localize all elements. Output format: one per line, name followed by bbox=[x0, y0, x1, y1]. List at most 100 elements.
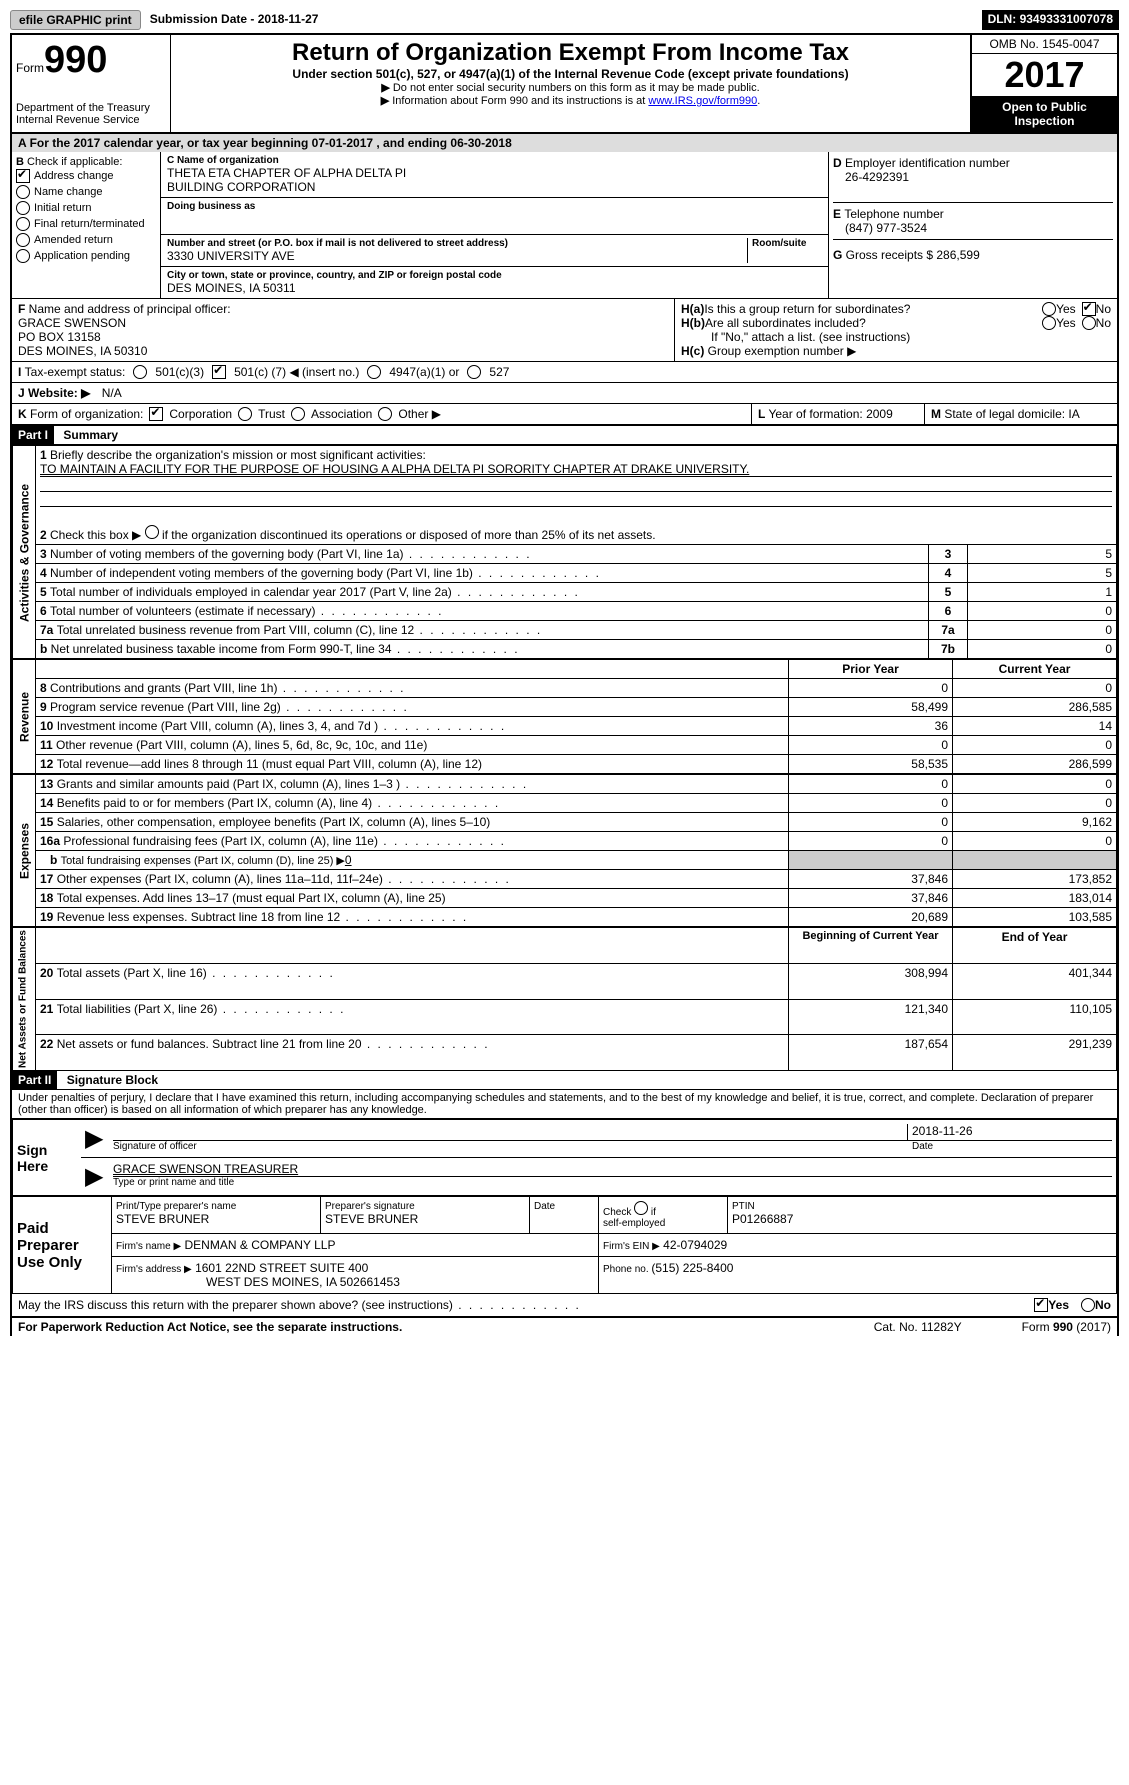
k-corp[interactable] bbox=[149, 407, 163, 421]
cb-name-change[interactable] bbox=[16, 185, 30, 199]
officer-addr2: DES MOINES, IA 50310 bbox=[18, 344, 668, 358]
cb-initial[interactable] bbox=[16, 201, 30, 215]
org-name1: THETA ETA CHAPTER OF ALPHA DELTA PI bbox=[167, 166, 822, 180]
room-label: Room/suite bbox=[752, 238, 822, 249]
note1: Do not enter social security numbers on … bbox=[393, 82, 760, 94]
ein: 26-4292391 bbox=[833, 170, 1113, 184]
i-501c3[interactable] bbox=[133, 365, 147, 379]
cb-amended[interactable] bbox=[16, 233, 30, 247]
city: DES MOINES, IA 50311 bbox=[167, 281, 822, 295]
k-trust[interactable] bbox=[238, 407, 252, 421]
website: N/A bbox=[102, 386, 122, 400]
print-label: Type or print name and title bbox=[113, 1177, 1112, 1188]
paid-preparer: Paid Preparer Use Only bbox=[13, 1197, 112, 1294]
l6-val: 0 bbox=[968, 602, 1117, 621]
discuss: May the IRS discuss this return with the… bbox=[18, 1298, 581, 1312]
l1-label: Briefly describe the organization's miss… bbox=[50, 448, 426, 462]
gross: 286,599 bbox=[936, 248, 979, 262]
j-label: Website: ▶ bbox=[28, 386, 90, 400]
k-other[interactable] bbox=[378, 407, 392, 421]
discuss-no[interactable] bbox=[1081, 1298, 1095, 1312]
ha-yes[interactable] bbox=[1042, 302, 1056, 316]
hc-label: Group exemption number ▶ bbox=[708, 344, 857, 358]
l16b: Total fundraising expenses (Part IX, col… bbox=[61, 855, 345, 867]
l3-text: Number of voting members of the governin… bbox=[50, 547, 532, 561]
i-label: Tax-exempt status: bbox=[25, 365, 126, 379]
l3-val: 5 bbox=[968, 545, 1117, 564]
efile-btn[interactable]: efile GRAPHIC print bbox=[10, 10, 141, 30]
cat-no: Cat. No. 11282Y bbox=[874, 1320, 962, 1334]
date-label: Date bbox=[908, 1141, 1112, 1152]
inspect2: Inspection bbox=[976, 114, 1113, 128]
mission: TO MAINTAIN A FACILITY FOR THE PURPOSE O… bbox=[40, 462, 1112, 477]
i-527[interactable] bbox=[467, 365, 481, 379]
cb-address-change[interactable] bbox=[16, 169, 30, 183]
dept2: Internal Revenue Service bbox=[16, 114, 166, 126]
ptin: P01266887 bbox=[732, 1212, 1112, 1226]
dept1: Department of the Treasury bbox=[16, 102, 166, 114]
cb-final[interactable] bbox=[16, 217, 30, 231]
year-formed: 2009 bbox=[866, 407, 893, 421]
i-501c[interactable] bbox=[212, 365, 226, 379]
domicile: IA bbox=[1068, 407, 1079, 421]
preparer-name: STEVE BRUNER bbox=[116, 1212, 316, 1226]
part2-hdr: Part II bbox=[12, 1071, 57, 1089]
l22: Net assets or fund balances. Subtract li… bbox=[57, 1037, 490, 1051]
l5-text: Total number of individuals employed in … bbox=[50, 585, 580, 599]
l2-check[interactable] bbox=[145, 525, 159, 539]
l4-text: Number of independent voting members of … bbox=[50, 566, 601, 580]
l-label: Year of formation: bbox=[768, 407, 866, 421]
k-assoc[interactable] bbox=[291, 407, 305, 421]
hb-note: If "No," attach a list. (see instruction… bbox=[681, 330, 1111, 344]
l12: Total revenue—add lines 8 through 11 (mu… bbox=[57, 757, 482, 771]
b-label: Check if applicable: bbox=[27, 156, 122, 168]
ein-label: Employer identification number bbox=[845, 156, 1010, 170]
l14: Benefits paid to or for members (Part IX… bbox=[57, 796, 500, 810]
hb-no[interactable] bbox=[1082, 316, 1096, 330]
ha-label: Is this a group return for subordinates? bbox=[704, 302, 1042, 316]
hb-label: Are all subordinates included? bbox=[705, 316, 1042, 330]
officer-print: GRACE SWENSON TREASURER bbox=[113, 1162, 1112, 1177]
part1-title: Summary bbox=[63, 428, 118, 442]
org-name2: BUILDING CORPORATION bbox=[167, 180, 822, 194]
gross-label: Gross receipts $ bbox=[846, 248, 937, 262]
l19: Revenue less expenses. Subtract line 18 … bbox=[57, 910, 469, 924]
k-label: Form of organization: bbox=[30, 407, 143, 421]
pra: For Paperwork Reduction Act Notice, see … bbox=[18, 1320, 402, 1334]
phone-label: Telephone number bbox=[844, 207, 943, 221]
l16a: Professional fundraising fees (Part IX, … bbox=[63, 834, 506, 848]
dba-label: Doing business as bbox=[167, 201, 822, 212]
f-label: Name and address of principal officer: bbox=[29, 302, 231, 316]
i-4947[interactable] bbox=[367, 365, 381, 379]
cb-pending[interactable] bbox=[16, 249, 30, 263]
firm-addr1: 1601 22ND STREET SUITE 400 bbox=[195, 1261, 368, 1275]
irs-link[interactable]: www.IRS.gov/form990 bbox=[648, 95, 757, 107]
prior-year-hdr: Prior Year bbox=[789, 660, 953, 679]
eoy-hdr: End of Year bbox=[953, 928, 1117, 964]
ha-no[interactable] bbox=[1082, 302, 1096, 316]
l5-val: 1 bbox=[968, 583, 1117, 602]
l7b-text: Net unrelated business taxable income fr… bbox=[51, 642, 520, 656]
hb-yes[interactable] bbox=[1042, 316, 1056, 330]
m-label: State of legal domicile: bbox=[944, 407, 1068, 421]
preparer-sig: STEVE BRUNER bbox=[325, 1212, 525, 1226]
submission-label: Submission Date - 2018-11-27 bbox=[146, 10, 323, 30]
l20: Total assets (Part X, line 16) bbox=[57, 966, 335, 980]
c-name-label: Name of organization bbox=[177, 155, 279, 166]
firm-ein: 42-0794029 bbox=[663, 1238, 727, 1252]
sig-label: Signature of officer bbox=[113, 1141, 908, 1152]
phone: (847) 977-3524 bbox=[833, 221, 1113, 235]
officer-addr1: PO BOX 13158 bbox=[18, 330, 668, 344]
l13: Grants and similar amounts paid (Part IX… bbox=[57, 777, 529, 791]
l17: Other expenses (Part IX, column (A), lin… bbox=[57, 872, 511, 886]
discuss-yes[interactable] bbox=[1034, 1298, 1048, 1312]
part2-title: Signature Block bbox=[67, 1073, 158, 1087]
declaration: Under penalties of perjury, I declare th… bbox=[12, 1090, 1117, 1119]
tab-net: Net Assets or Fund Balances bbox=[13, 928, 36, 1071]
tab-expenses: Expenses bbox=[13, 775, 36, 927]
l7b-val: 0 bbox=[968, 640, 1117, 659]
omb: OMB No. 1545-0047 bbox=[972, 35, 1117, 54]
self-emp-check[interactable] bbox=[634, 1201, 648, 1215]
l11: Other revenue (Part VIII, column (A), li… bbox=[56, 738, 427, 752]
l8: Contributions and grants (Part VIII, lin… bbox=[50, 681, 405, 695]
